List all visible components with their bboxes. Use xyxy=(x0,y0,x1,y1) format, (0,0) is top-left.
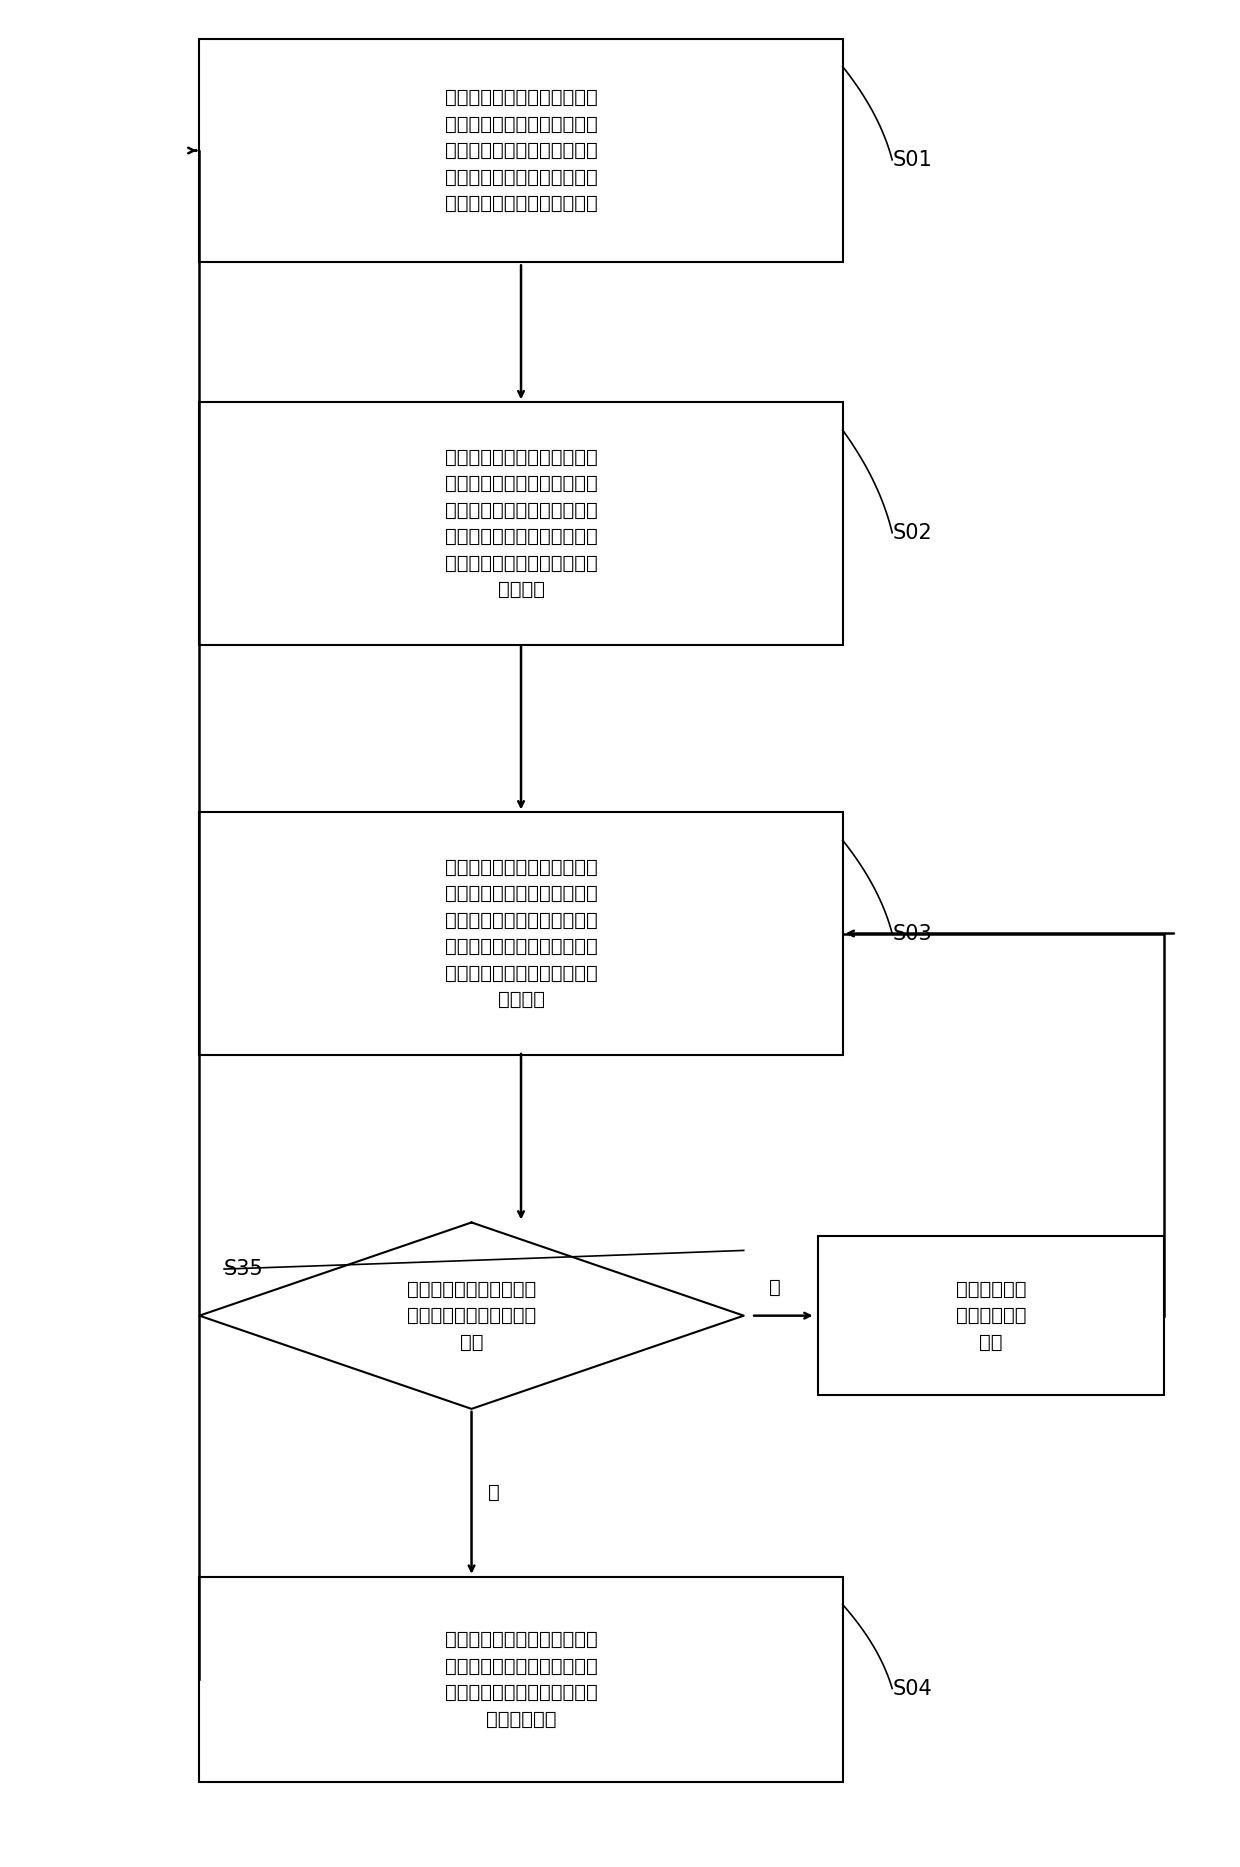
FancyBboxPatch shape xyxy=(200,39,843,263)
Text: 实时获取驾驶员输入的转向灯
控制信号，所述转向灯控制信
号包括：打开左转向灯信号、
打开右转向灯信号、关闭左转
向灯信号、关闭右转向灯信号: 实时获取驾驶员输入的转向灯 控制信号，所述转向灯控制信 号包括：打开左转向灯信号… xyxy=(445,88,598,213)
Text: S01: S01 xyxy=(893,149,932,170)
Text: 如果获取到驾驶员输入的关闭
左转向灯信号或者关闭右转向
灯信号，则停止向左转向灯和
右转向灯供电: 如果获取到驾驶员输入的关闭 左转向灯信号或者关闭右转向 灯信号，则停止向左转向灯… xyxy=(445,1630,598,1729)
Text: 如果获取到驾驶员输入的打开
左转向灯信号，则判断当前车
辆转弯角度是否大于右向第一
阈值角度，如果是，则向右转
向灯供电，如果否，则向左转
向灯供电: 如果获取到驾驶员输入的打开 左转向灯信号，则判断当前车 辆转弯角度是否大于右向第… xyxy=(445,448,598,599)
FancyBboxPatch shape xyxy=(200,1576,843,1781)
Text: 所述左转向灯或所述右转
向灯点亮的时长超过第三
阈值: 所述左转向灯或所述右转 向灯点亮的时长超过第三 阈值 xyxy=(407,1279,536,1352)
Text: 如果获取到驾驶员输入的打开
右转向灯信号，则判断当前车
辆转弯角度是否大于左向第二
阈值角度，如果是，则向左转
向灯供电，如果否，则向右转
向灯供电: 如果获取到驾驶员输入的打开 右转向灯信号，则判断当前车 辆转弯角度是否大于左向第… xyxy=(445,857,598,1010)
Polygon shape xyxy=(200,1223,744,1410)
Text: 是: 是 xyxy=(769,1279,780,1298)
Text: S35: S35 xyxy=(224,1258,264,1279)
Text: 停止向左转向
灯和右转向灯
供电: 停止向左转向 灯和右转向灯 供电 xyxy=(956,1279,1027,1352)
Text: S03: S03 xyxy=(893,924,932,943)
Text: S04: S04 xyxy=(893,1678,932,1699)
Text: S02: S02 xyxy=(893,523,932,543)
FancyBboxPatch shape xyxy=(200,401,843,644)
FancyBboxPatch shape xyxy=(818,1236,1164,1395)
FancyBboxPatch shape xyxy=(200,812,843,1055)
Text: 否: 否 xyxy=(487,1482,500,1503)
